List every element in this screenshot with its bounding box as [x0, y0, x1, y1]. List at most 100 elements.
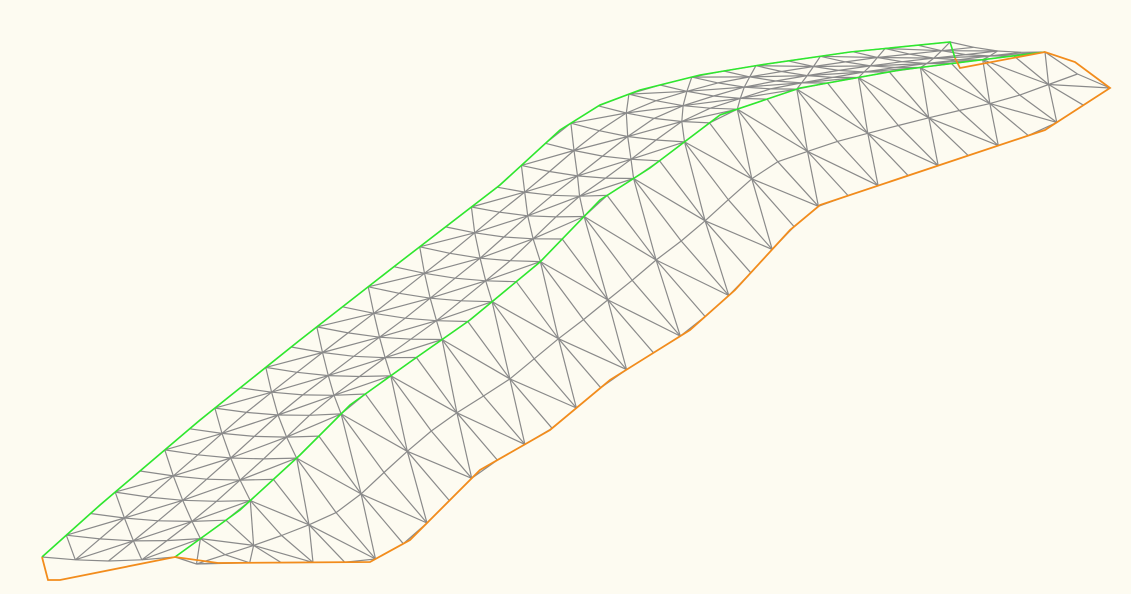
mesh-edge	[558, 338, 602, 389]
mesh-edge	[406, 451, 428, 524]
mesh-edge	[796, 88, 809, 152]
mesh-edge	[813, 61, 846, 68]
mesh-edge	[454, 257, 481, 279]
mesh-edge	[390, 375, 458, 414]
mesh-edge	[627, 117, 655, 137]
mesh-edge	[239, 457, 297, 481]
mesh-edge	[633, 177, 706, 222]
mesh-edge	[989, 103, 1029, 137]
mesh-edge	[681, 120, 710, 124]
mesh-edge	[474, 215, 528, 234]
mesh-edge	[360, 472, 385, 495]
mesh-edge	[533, 338, 559, 360]
mesh-edge	[419, 246, 426, 274]
mesh-edge	[951, 63, 991, 105]
mesh-edge	[902, 61, 927, 65]
mesh-edge	[321, 352, 329, 376]
mesh-edge	[367, 286, 375, 314]
mesh-edge	[347, 312, 375, 334]
mesh-edge	[230, 457, 241, 481]
mesh-edge	[333, 375, 391, 396]
mesh-edge	[419, 246, 451, 254]
mesh-edge	[99, 517, 125, 540]
mesh-edge	[322, 336, 380, 354]
mesh-edge	[959, 103, 991, 112]
mesh-edge	[633, 178, 682, 242]
mesh-edge	[173, 475, 207, 480]
mesh-edge	[246, 391, 272, 413]
mesh-edge	[497, 186, 525, 193]
mesh-edge	[1019, 83, 1049, 96]
mesh-edge	[653, 105, 684, 119]
mesh-edge	[857, 77, 899, 126]
mesh-edge	[898, 117, 929, 127]
mesh-edge	[249, 545, 255, 563]
mesh-edge	[499, 211, 528, 217]
mesh-edge	[928, 109, 960, 119]
mesh-edge	[164, 449, 174, 477]
mesh-edge	[653, 117, 682, 123]
mesh-edge	[296, 371, 329, 377]
mesh-edge	[108, 559, 142, 562]
mesh-edge	[573, 135, 628, 152]
mesh-edge	[239, 479, 251, 501]
mesh-edge	[749, 76, 776, 82]
mesh-edge	[1048, 73, 1078, 86]
mesh-edge	[655, 100, 684, 107]
mesh-edge	[919, 67, 960, 111]
mesh-edge	[570, 122, 600, 132]
mesh-edge	[598, 105, 627, 114]
mesh-edge	[378, 337, 386, 358]
mesh-edge	[740, 97, 768, 100]
mesh-edge	[503, 215, 529, 238]
mesh-edge	[557, 338, 577, 409]
mesh-edge	[291, 346, 323, 354]
mesh-edge	[579, 194, 608, 197]
mesh-edge	[1048, 83, 1084, 106]
mesh-edge	[456, 395, 484, 414]
mesh-edge	[359, 375, 391, 378]
mesh-edge	[570, 123, 575, 151]
mesh-edge	[115, 491, 149, 498]
mesh-edge	[997, 50, 1022, 53]
mesh-edge	[445, 226, 475, 234]
mesh-edge	[296, 457, 310, 525]
mesh-edge	[373, 297, 431, 314]
mesh-edge	[124, 517, 159, 522]
mesh-edge	[982, 59, 1049, 86]
mesh-edge	[813, 55, 821, 67]
mesh-edge	[723, 70, 750, 78]
mesh-edge	[982, 59, 991, 104]
mesh-edge	[191, 500, 217, 522]
mesh-edge	[1048, 84, 1058, 123]
mesh-edge	[838, 69, 865, 73]
mesh-edge	[989, 103, 1057, 123]
mesh-edge	[740, 88, 797, 99]
mesh-edge	[807, 150, 879, 187]
mesh-edge	[655, 90, 688, 102]
mesh-edge	[920, 66, 991, 105]
mesh-edge	[467, 321, 511, 380]
mesh-edge	[858, 76, 930, 119]
mesh-edge	[318, 435, 362, 495]
mesh-edge	[263, 436, 288, 460]
mesh-edge	[928, 117, 999, 147]
mesh-edge	[308, 524, 376, 560]
mesh-edge	[683, 97, 741, 107]
mesh-edge	[509, 378, 526, 445]
mesh-edge	[265, 351, 323, 368]
mesh-edge	[744, 82, 802, 88]
mesh-edge	[172, 475, 184, 501]
mesh-edge	[807, 150, 849, 197]
mesh-edge	[781, 65, 814, 73]
mesh-edge	[214, 407, 223, 434]
mesh-edge	[583, 215, 657, 261]
mesh-edge	[240, 478, 274, 481]
mesh-edge	[1044, 51, 1050, 85]
mesh-edge	[182, 500, 193, 522]
mesh-edge	[628, 93, 657, 102]
mesh-edge	[196, 554, 226, 565]
mesh-edge	[191, 521, 201, 539]
mesh-edge	[456, 412, 473, 479]
